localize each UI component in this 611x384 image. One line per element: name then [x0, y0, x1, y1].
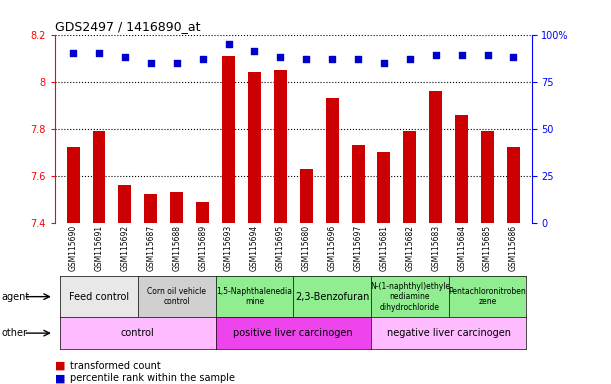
Bar [326, 98, 338, 223]
Point [94, 50, 104, 56]
Text: GSM115681: GSM115681 [379, 225, 389, 271]
Text: GSM115695: GSM115695 [276, 225, 285, 271]
Text: GSM115680: GSM115680 [302, 225, 311, 271]
Point [146, 60, 156, 66]
Point [249, 48, 259, 55]
Point [327, 56, 337, 62]
Text: ■: ■ [55, 373, 65, 383]
Text: GDS2497 / 1416890_at: GDS2497 / 1416890_at [55, 20, 200, 33]
Text: 2,3-Benzofuran: 2,3-Benzofuran [295, 291, 369, 302]
Bar [119, 185, 131, 223]
Text: GSM115692: GSM115692 [120, 225, 130, 271]
Text: N-(1-naphthyl)ethyle
nediamine
dihydrochloride: N-(1-naphthyl)ethyle nediamine dihydroch… [370, 282, 450, 311]
Text: GSM115693: GSM115693 [224, 225, 233, 271]
Bar [170, 192, 183, 223]
Text: other: other [2, 328, 28, 338]
Point [405, 56, 415, 62]
Bar [248, 72, 261, 223]
Bar [378, 152, 390, 223]
Text: GSM115694: GSM115694 [250, 225, 259, 271]
Bar [455, 114, 468, 223]
Point [120, 54, 130, 60]
Point [353, 56, 363, 62]
Text: GSM115684: GSM115684 [457, 225, 466, 271]
Point [224, 41, 233, 47]
Text: Pentachloronitroben
zene: Pentachloronitroben zene [448, 287, 527, 306]
Bar [300, 169, 313, 223]
Point [483, 52, 492, 58]
Point [301, 56, 311, 62]
Text: GSM115697: GSM115697 [354, 225, 362, 271]
Bar [430, 91, 442, 223]
Bar [507, 147, 520, 223]
Text: GSM115690: GSM115690 [68, 225, 78, 271]
Point [198, 56, 208, 62]
Bar [351, 145, 365, 223]
Text: GSM115682: GSM115682 [405, 225, 414, 271]
Text: negative liver carcinogen: negative liver carcinogen [387, 328, 511, 338]
Text: control: control [121, 328, 155, 338]
Point [276, 54, 285, 60]
Text: 1,5-Naphthalenedia
mine: 1,5-Naphthalenedia mine [216, 287, 293, 306]
Text: ■: ■ [55, 361, 65, 371]
Point [68, 50, 78, 56]
Text: GSM115686: GSM115686 [509, 225, 518, 271]
Text: GSM115689: GSM115689 [198, 225, 207, 271]
Text: positive liver carcinogen: positive liver carcinogen [233, 328, 353, 338]
Bar [144, 195, 157, 223]
Text: GSM115687: GSM115687 [146, 225, 155, 271]
Text: Feed control: Feed control [69, 291, 129, 302]
Bar [196, 202, 209, 223]
Bar [222, 56, 235, 223]
Text: GSM115691: GSM115691 [95, 225, 103, 271]
Point [379, 60, 389, 66]
Text: GSM115696: GSM115696 [327, 225, 337, 271]
Bar [274, 70, 287, 223]
Text: GSM115685: GSM115685 [483, 225, 492, 271]
Point [508, 54, 518, 60]
Text: GSM115683: GSM115683 [431, 225, 441, 271]
Point [457, 52, 467, 58]
Text: GSM115688: GSM115688 [172, 225, 181, 271]
Text: agent: agent [2, 291, 30, 302]
Bar [481, 131, 494, 223]
Point [431, 52, 441, 58]
Bar [403, 131, 416, 223]
Text: Corn oil vehicle
control: Corn oil vehicle control [147, 287, 207, 306]
Text: transformed count: transformed count [70, 361, 161, 371]
Point [172, 60, 181, 66]
Text: percentile rank within the sample: percentile rank within the sample [70, 373, 235, 383]
Bar [67, 147, 79, 223]
Bar [92, 131, 106, 223]
